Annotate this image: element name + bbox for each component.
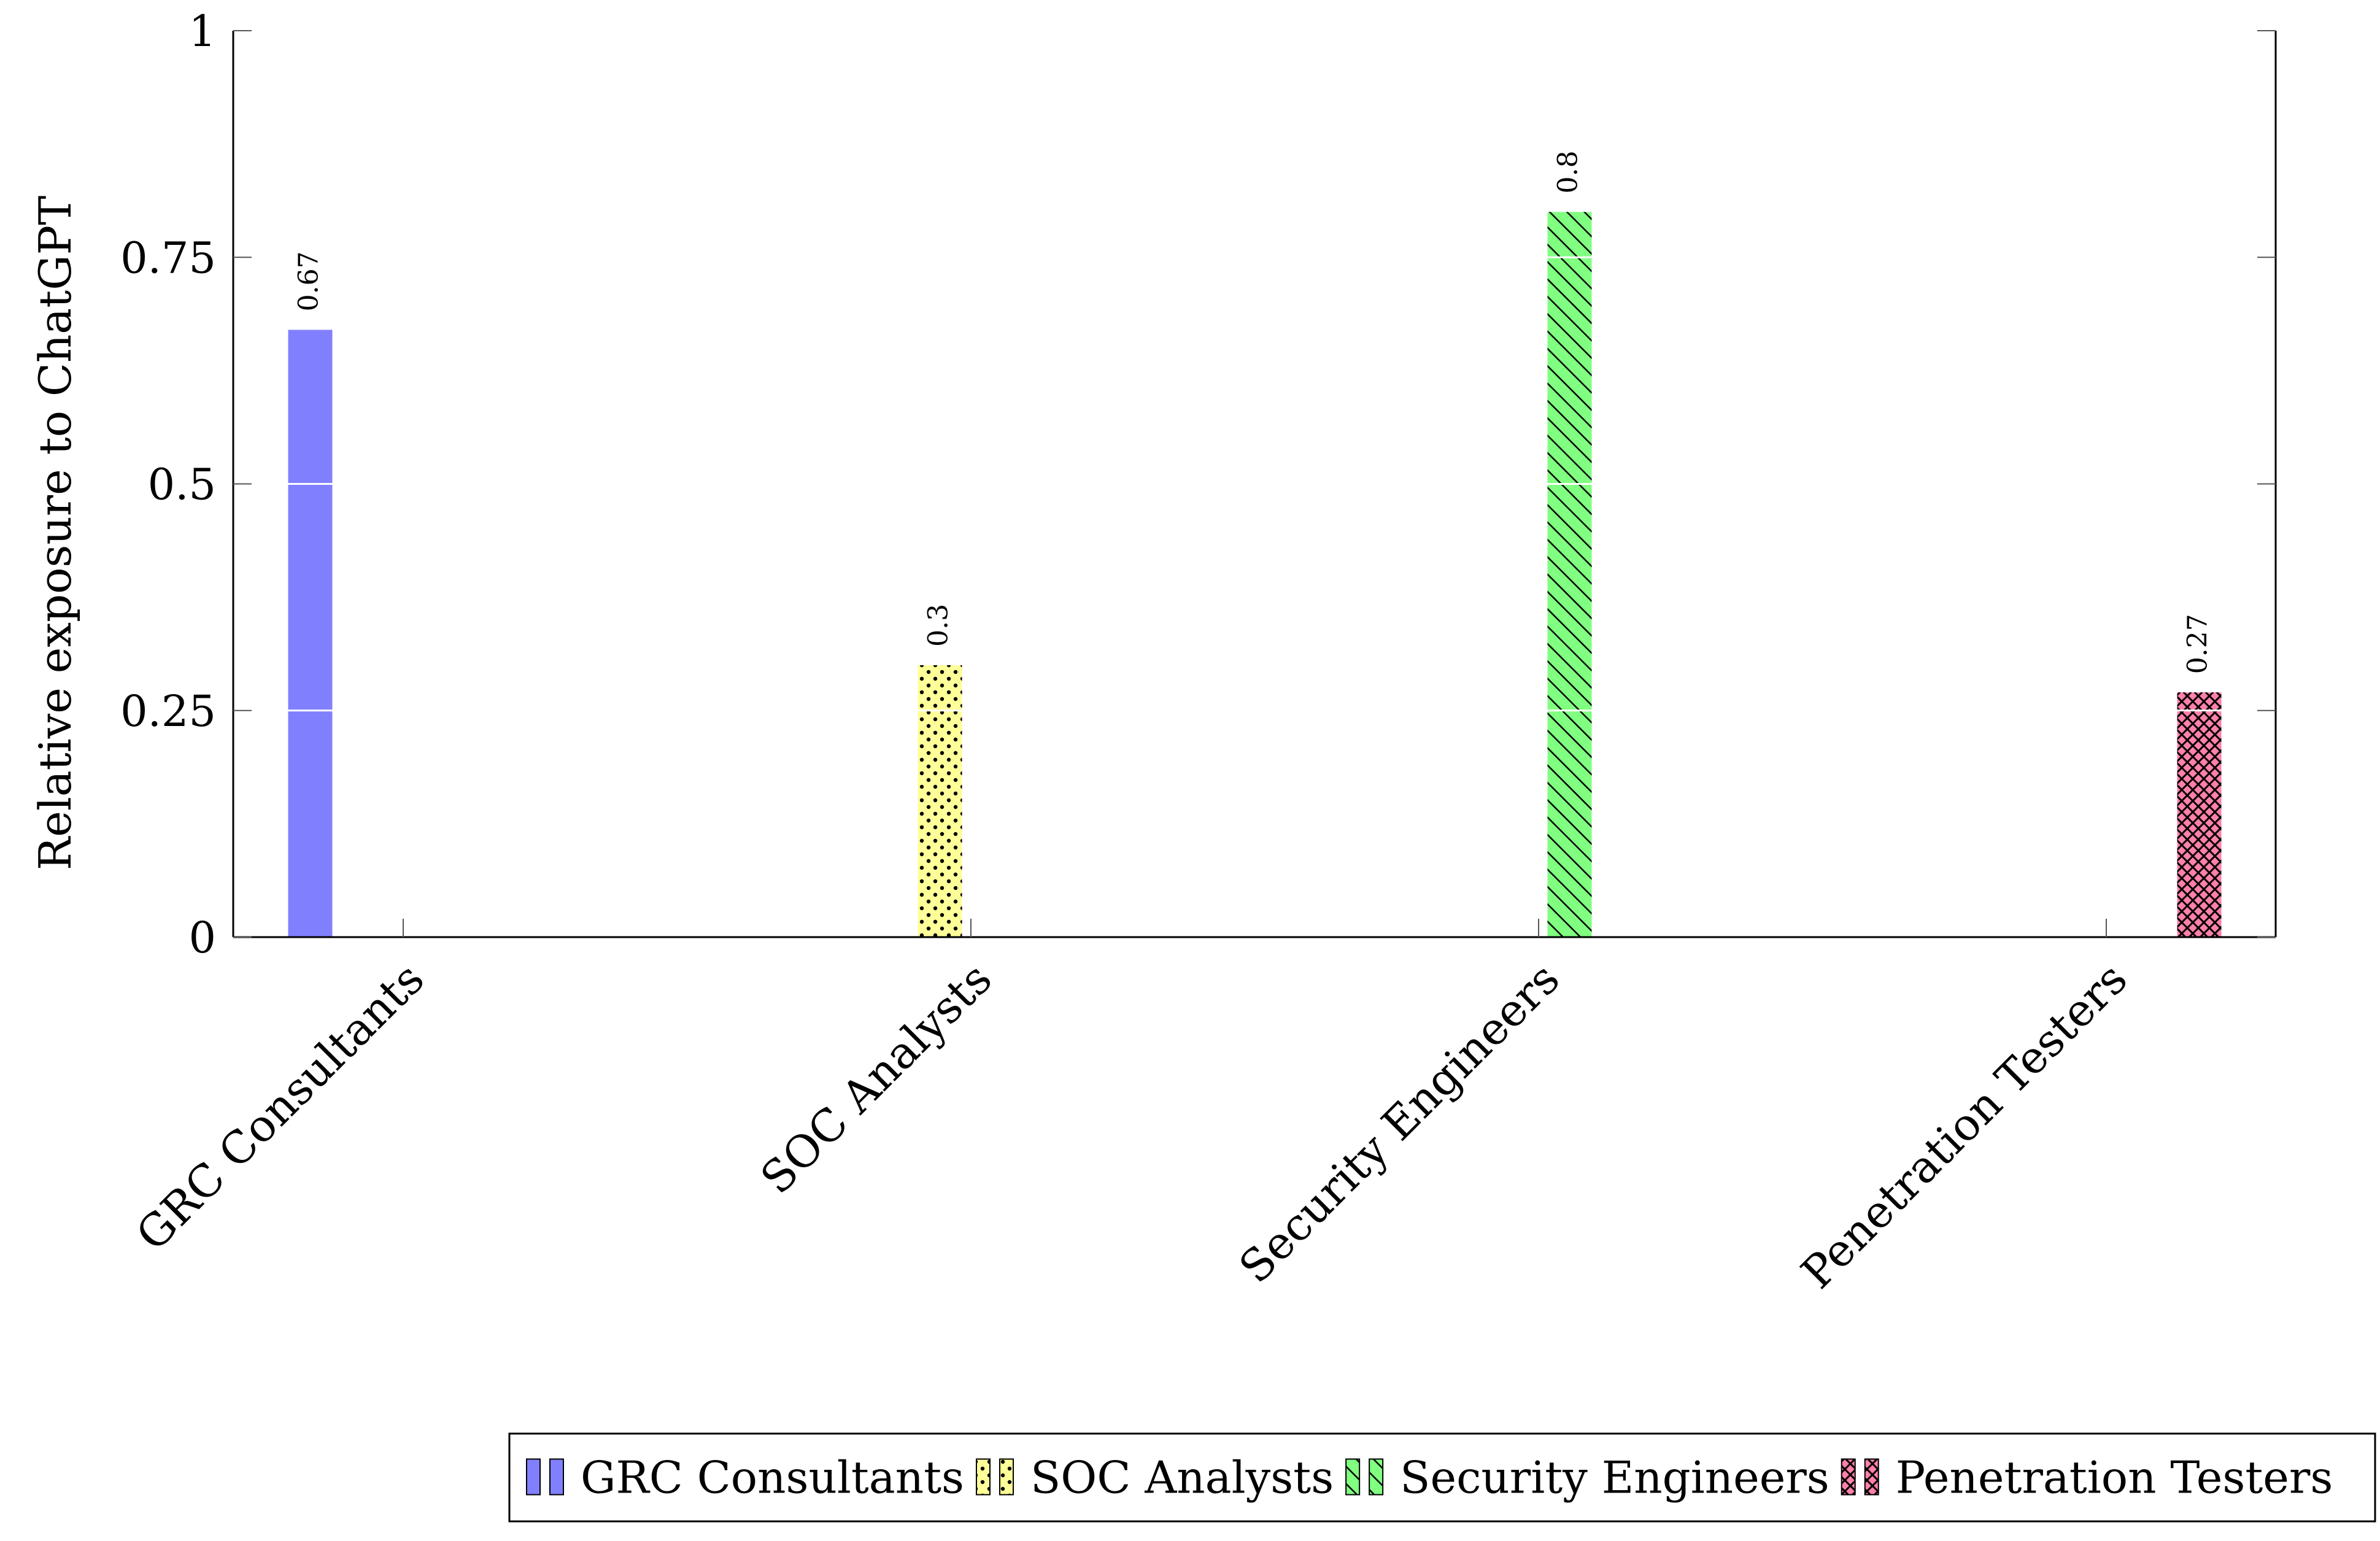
bar-value-label: 0.3	[923, 604, 954, 647]
legend-swatch-pattern-3	[1841, 1459, 1855, 1495]
bar-pattern-1	[918, 665, 962, 937]
x-tick-label: GRC Consultants	[126, 953, 434, 1261]
y-tick-label: 0	[188, 913, 216, 963]
bar-0	[288, 330, 333, 937]
legend-label: GRC Consultants	[581, 1452, 964, 1504]
legend-label: SOC Analysts	[1030, 1452, 1334, 1504]
bar-pattern-2	[1547, 212, 1592, 937]
bar-value-label: 0.27	[2182, 614, 2214, 674]
legend-swatch-pattern-2	[1346, 1459, 1360, 1495]
bar-pattern-3	[2177, 692, 2222, 937]
x-tick-label: Penetration Testers	[1791, 953, 2137, 1299]
y-tick-label: 0.75	[120, 233, 216, 283]
y-tick-label: 0.25	[120, 686, 216, 736]
legend-swatch-pattern-2	[1369, 1459, 1383, 1495]
legend-swatch-0	[526, 1458, 541, 1496]
legend-swatch-pattern-1	[976, 1459, 990, 1495]
x-tick-label: Security Engineers	[1229, 953, 1569, 1293]
legend-swatch-0	[549, 1458, 564, 1496]
bar-value-label: 0.8	[1553, 150, 1584, 193]
legend-label: Security Engineers	[1400, 1452, 1829, 1504]
y-axis-title: Relative exposure to ChatGPT	[29, 196, 81, 870]
legend-box	[508, 1432, 2376, 1523]
legend-swatch-pattern-1	[999, 1459, 1013, 1495]
legend-label: Penetration Testers	[1896, 1452, 2333, 1504]
bar-value-label: 0.67	[293, 251, 325, 311]
y-tick-label: 1	[188, 6, 216, 56]
y-tick-label: 0.5	[148, 460, 216, 510]
legend-swatch-pattern-3	[1864, 1459, 1879, 1495]
x-tick-label: SOC Analysts	[751, 953, 1002, 1204]
